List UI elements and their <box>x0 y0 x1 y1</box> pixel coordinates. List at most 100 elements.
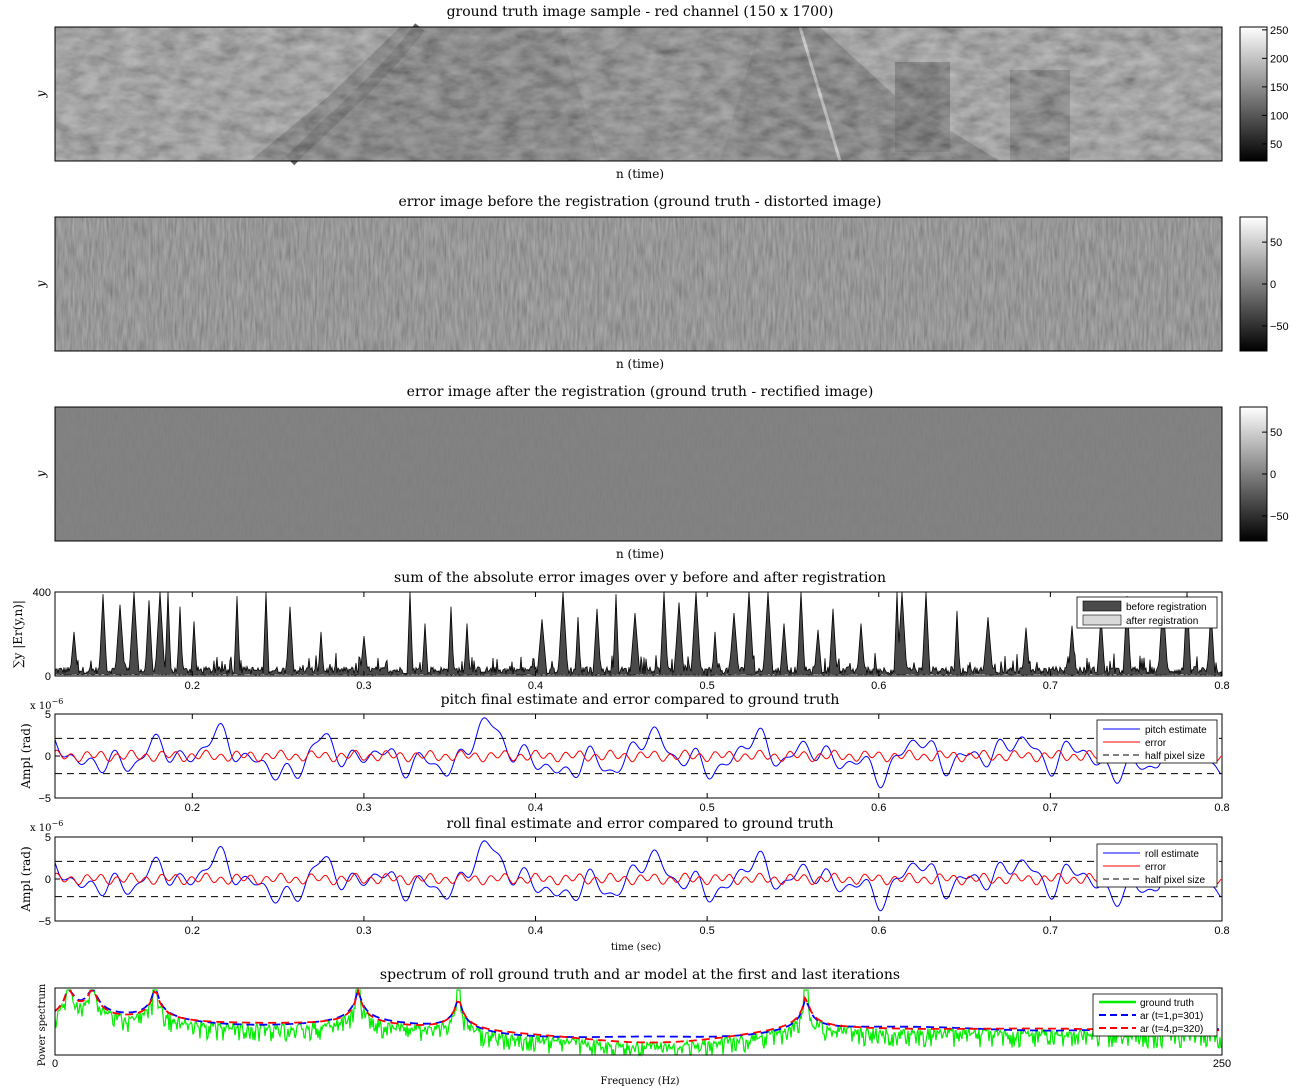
roll-legend: roll estimate error half pixel size <box>1096 843 1218 888</box>
spectrum-panel: spectrum of roll ground truth and ar mod… <box>37 967 1231 1087</box>
roll-panel: roll final estimate and error compared t… <box>19 816 1230 953</box>
x-tick-label: 0.3 <box>356 802 371 814</box>
error-before-ylabel: y <box>34 280 48 288</box>
x-tick-label: 0.7 <box>1043 925 1058 937</box>
estimate-line <box>54 717 1222 789</box>
pitch-ylabel: Ampl (rad) <box>19 723 33 789</box>
legend-label-ground-truth: ground truth <box>1140 998 1194 1009</box>
colorbar-tick-label: 100 <box>1270 110 1288 122</box>
x-tick-label: 0.8 <box>1214 925 1229 937</box>
colorbar-tick-label: 50 <box>1270 139 1282 151</box>
roll-ylabel: Ampl (rad) <box>19 846 33 912</box>
error-before-xlabel: n (time) <box>616 357 664 371</box>
legend-label-pitch-estimate: pitch estimate <box>1145 725 1207 736</box>
y-tick-label: 5 <box>45 832 51 844</box>
y-tick-label: 5 <box>45 709 51 721</box>
x-tick-label: 0.5 <box>699 680 714 692</box>
colorbar-tick-label: 0 <box>1270 469 1276 481</box>
colorbar-tick-label: −50 <box>1270 321 1289 333</box>
x-tick-label: 0.3 <box>356 680 371 692</box>
spectrum-ticks: 0 250 <box>52 1050 1231 1070</box>
x-tick-label: 0.8 <box>1214 802 1229 814</box>
ground-truth-title: ground truth image sample - red channel … <box>447 4 834 20</box>
spectrum-legend: ground truth ar (t=1,p=301) ar (t=4,p=32… <box>1092 993 1218 1037</box>
legend-label-roll-estimate: roll estimate <box>1145 849 1199 860</box>
x-tick-label: 0.6 <box>871 680 886 692</box>
x-tick-label: 0.4 <box>528 802 543 814</box>
sum-error-plot <box>54 591 1223 677</box>
x-tick-label: 0.4 <box>528 925 543 937</box>
colorbar-tick-label: 50 <box>1270 427 1282 439</box>
pitch-scale-factor: x 10−6 <box>30 697 63 712</box>
legend-label-roll-half-pixel: half pixel size <box>1145 875 1205 886</box>
error-line <box>54 872 1222 886</box>
error-after-xlabel: n (time) <box>616 547 664 561</box>
spectrum-title: spectrum of roll ground truth and ar mod… <box>380 967 900 983</box>
spectrum-plot <box>54 987 1222 1058</box>
error-after-panel: error image after the registration (grou… <box>34 384 1289 561</box>
error-before-colorbar: −50 0 50 <box>1239 216 1289 352</box>
x-tick-label: 0.8 <box>1214 680 1229 692</box>
error-line <box>54 749 1222 763</box>
error-after-title: error image after the registration (grou… <box>407 384 874 400</box>
estimate-line <box>54 840 1222 912</box>
y-tick-label: 400 <box>33 587 51 599</box>
error-after-colorbar: −50 0 50 <box>1239 406 1289 542</box>
roll-plot <box>54 840 1222 912</box>
x-tick-label: 0 <box>52 1058 58 1070</box>
legend-label-ar-first: ar (t=1,p=301) <box>1140 1011 1203 1022</box>
legend-label-pitch-half-pixel: half pixel size <box>1145 751 1205 762</box>
y-tick-label: −5 <box>38 916 51 928</box>
sum-error-legend: before registration after registration <box>1076 596 1218 629</box>
legend-label-ar-last: ar (t=4,p=320) <box>1140 1024 1203 1035</box>
pitch-title: pitch final estimate and error compared … <box>441 692 840 708</box>
ground-truth-spectrum <box>54 989 1222 1058</box>
legend-label-before: before registration <box>1126 602 1207 613</box>
x-tick-label: 0.5 <box>699 925 714 937</box>
after-registration-area <box>54 673 1223 677</box>
x-tick-label: 250 <box>1213 1058 1231 1070</box>
ground-truth-image <box>54 23 1223 166</box>
sum-error-title: sum of the absolute error images over y … <box>394 570 886 586</box>
error-before-panel: error image before the registration (gro… <box>34 194 1289 371</box>
pitch-panel: pitch final estimate and error compared … <box>19 692 1230 814</box>
colorbar-tick-label: −50 <box>1270 511 1289 523</box>
sum-error-ylabel: ∑y |Er(y,n)| <box>11 600 25 668</box>
before-registration-area <box>54 591 1223 677</box>
x-tick-label: 0.2 <box>185 925 200 937</box>
legend-label-pitch-error: error <box>1145 738 1167 749</box>
roll-xlabel: time (sec) <box>611 942 661 953</box>
pitch-plot <box>54 717 1222 789</box>
roll-scale-factor: x 10−6 <box>30 819 63 834</box>
ar-last-iteration-spectrum <box>54 987 1219 1044</box>
sum-error-ticks: 0.2 0.3 0.4 0.5 0.6 0.7 0.8 0 400 <box>33 587 1230 692</box>
error-after-ylabel: y <box>34 470 48 478</box>
roll-ticks: 0.2 0.3 0.4 0.5 0.6 0.7 0.8 −5 0 5 <box>38 832 1229 937</box>
spectrum-xlabel: Frequency (Hz) <box>600 1076 679 1087</box>
y-tick-label: 0 <box>45 671 51 683</box>
legend-label-roll-error: error <box>1145 862 1167 873</box>
error-after-image <box>54 406 1223 542</box>
legend-swatch-after <box>1082 614 1122 626</box>
ar-first-iteration-spectrum <box>54 987 1220 1038</box>
roll-title: roll final estimate and error compared t… <box>447 816 834 832</box>
colorbar-tick-label: 150 <box>1270 82 1288 94</box>
legend-swatch-before <box>1082 600 1122 612</box>
error-before-title: error image before the registration (gro… <box>398 194 881 210</box>
colorbar-tick-label: 0 <box>1270 279 1276 291</box>
spectrum-ylabel: Power spectrum <box>37 983 48 1066</box>
sum-error-panel: sum of the absolute error images over y … <box>11 570 1230 692</box>
x-tick-label: 0.4 <box>528 680 543 692</box>
pitch-legend: pitch estimate error half pixel size <box>1096 719 1218 764</box>
y-tick-label: 0 <box>45 874 51 886</box>
x-tick-label: 0.6 <box>871 925 886 937</box>
x-tick-label: 0.6 <box>871 802 886 814</box>
error-before-image <box>54 216 1223 352</box>
legend-label-after: after registration <box>1126 616 1198 627</box>
ground-truth-colorbar: 50 100 150 200 250 <box>1239 25 1288 162</box>
pitch-ticks: 0.2 0.3 0.4 0.5 0.6 0.7 0.8 −5 0 5 <box>38 709 1229 814</box>
ground-truth-image-panel: ground truth image sample - red channel … <box>34 4 1288 181</box>
x-tick-label: 0.5 <box>699 802 714 814</box>
x-tick-label: 0.7 <box>1043 802 1058 814</box>
